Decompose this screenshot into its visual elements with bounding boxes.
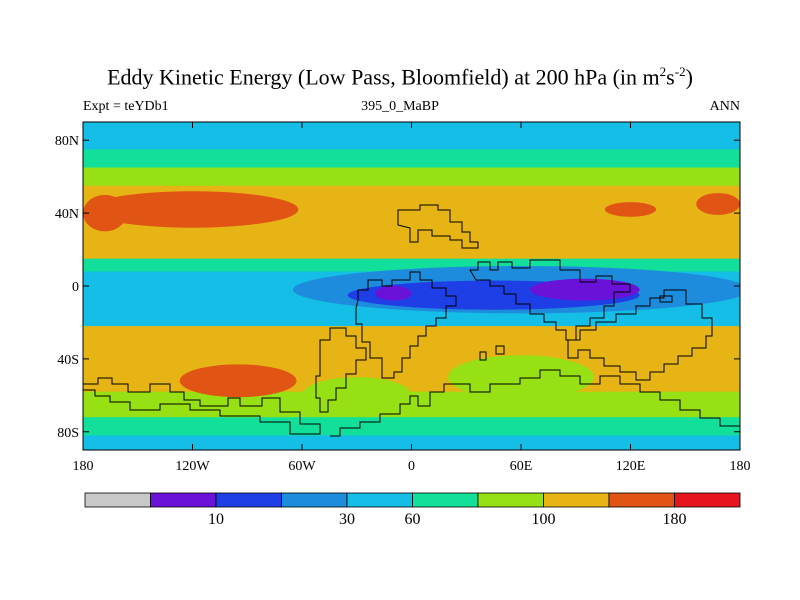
x-tick-label: 180: [73, 459, 94, 474]
field-blob-8: [375, 286, 412, 301]
y-tick-label: 80S: [57, 426, 79, 441]
title-units-mid: s: [666, 64, 675, 90]
title-units-exp2: -2: [674, 64, 686, 79]
colorbar-box: [150, 492, 217, 508]
subtitle-right: ANN: [709, 99, 740, 114]
coastline-islands: [479, 295, 673, 361]
colorbar-label: 180: [663, 511, 687, 528]
x-tick-label: 120E: [616, 459, 646, 474]
subtitle-center: 395_0_MaBP: [361, 99, 439, 114]
subtitle-left: Expt = teYDb1: [83, 99, 169, 114]
y-tick-label: 80N: [55, 134, 79, 149]
coastline-layer: [83, 204, 740, 437]
field-blob-0: [86, 191, 299, 228]
x-tick-label: 120W: [175, 459, 210, 474]
field-band-9: [83, 417, 740, 436]
coastline-australia: [567, 289, 713, 381]
x-tick-label: 60W: [288, 459, 316, 474]
chart-title: Eddy Kinetic Energy (Low Pass, Bloomfiel…: [0, 64, 800, 90]
y-tick-label: 40N: [55, 207, 79, 222]
y-tick-label: 40S: [57, 353, 79, 368]
title-main: Eddy Kinetic Energy (Low Pass, Bloomfiel…: [107, 64, 660, 90]
field-blob-9: [448, 355, 594, 399]
colorbar-box: [412, 492, 479, 508]
colorbar-box: [346, 492, 413, 508]
y-tick-label: 0: [72, 280, 79, 295]
coastline-south-america: [315, 327, 367, 413]
colorbar-box: [674, 492, 741, 508]
field-band-2: [83, 167, 740, 187]
coastline-north-africa-europe: [397, 204, 479, 249]
field-blob-1: [83, 194, 127, 232]
field-blob-4: [179, 364, 297, 398]
field-band-1: [83, 149, 740, 169]
field-blob-2: [696, 193, 740, 215]
colorbar-box: [215, 492, 282, 508]
colorbar-box: [543, 492, 610, 508]
field-blob-10: [302, 377, 412, 414]
colorbar-box: [281, 492, 348, 508]
title-units-exp1: 2: [659, 64, 667, 79]
coastline-antarctic-east: [330, 369, 740, 437]
colorbar-box: [608, 492, 675, 508]
colorbar-box: [84, 492, 151, 508]
field-layer: [83, 122, 740, 450]
axes-layer: 180 120W 60W 0 60E 120E 180 80N 40N 0 40S 80S: [55, 122, 751, 474]
field-band-10: [83, 435, 740, 450]
coastline-africa: [355, 271, 457, 379]
colorbar-label: 30: [339, 511, 355, 528]
colorbar-label: 100: [532, 511, 556, 528]
title-units-close: ): [685, 64, 693, 90]
colorbar-label: 60: [405, 511, 421, 528]
x-tick-label: 60E: [510, 459, 533, 474]
colorbar: 10 30 60 100 180: [84, 492, 741, 528]
colorbar-label: 10: [208, 511, 224, 528]
field-blob-3: [604, 202, 657, 217]
coastline-asia: [469, 259, 631, 341]
x-tick-label: 0: [408, 459, 415, 474]
colorbar-box: [477, 492, 544, 508]
coastline-antarctic-west: [83, 377, 321, 435]
x-tick-label: 180: [730, 459, 751, 474]
